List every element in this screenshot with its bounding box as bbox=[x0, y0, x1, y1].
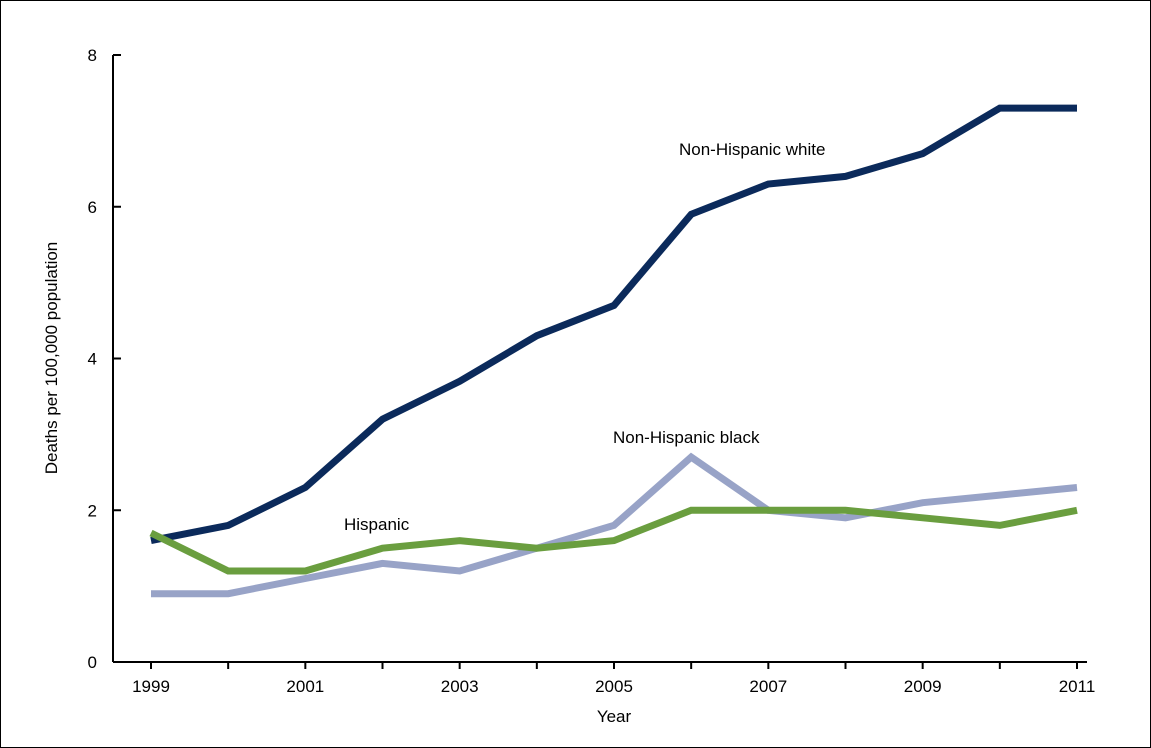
x-tick-label: 2007 bbox=[749, 677, 787, 696]
y-axis-title: Deaths per 100,000 population bbox=[42, 242, 61, 475]
x-tick-label: 2001 bbox=[286, 677, 324, 696]
series-labels: Non-Hispanic white Non-Hispanic black Hi… bbox=[344, 140, 825, 534]
x-tick-label: 2003 bbox=[441, 677, 479, 696]
y-tick-label: 8 bbox=[88, 46, 97, 65]
series-label-non-hispanic-black: Non-Hispanic black bbox=[613, 428, 760, 447]
x-tick-label: 2009 bbox=[904, 677, 942, 696]
y-tick-label: 6 bbox=[88, 198, 97, 217]
series-label-non-hispanic-white: Non-Hispanic white bbox=[679, 140, 825, 159]
x-tick-label: 2005 bbox=[595, 677, 633, 696]
x-axis-title: Year bbox=[597, 707, 632, 726]
series-label-hispanic: Hispanic bbox=[344, 515, 410, 534]
x-tick-label: 1999 bbox=[132, 677, 170, 696]
series-lines bbox=[149, 104, 1078, 598]
series-line-non-hispanic-black bbox=[151, 452, 1078, 598]
x-ticks: 1999 2001 2003 2005 2007 2009 2011 bbox=[132, 662, 1095, 696]
y-tick-label: 4 bbox=[88, 350, 97, 369]
y-ticks: 0 2 4 6 8 bbox=[88, 46, 121, 672]
y-tick-label: 0 bbox=[88, 653, 97, 672]
series-line-non-hispanic-white bbox=[150, 104, 1077, 545]
x-tick-label: 2011 bbox=[1059, 677, 1096, 696]
series-line-hispanic bbox=[149, 506, 1078, 575]
y-tick-label: 2 bbox=[88, 501, 97, 520]
